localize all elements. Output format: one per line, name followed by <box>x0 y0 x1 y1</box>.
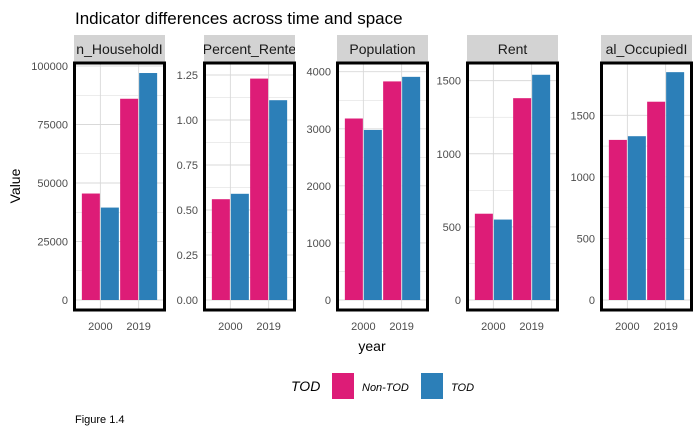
y-tick-label: 1000 <box>571 172 595 184</box>
y-tick-label: 1500 <box>437 76 461 88</box>
x-tick-label: 2000 <box>481 321 505 333</box>
bar-tod-2019 <box>402 76 421 300</box>
y-tick-label: 75000 <box>37 120 68 132</box>
y-tick-label: 0 <box>455 295 461 307</box>
bar-non-tod-2000 <box>211 199 230 300</box>
x-tick-label: 2019 <box>653 321 677 333</box>
bar-non-tod-2019 <box>250 78 269 300</box>
bar-non-tod-2019 <box>647 101 666 300</box>
y-tick-label: 0.50 <box>177 205 198 217</box>
bar-tod-2000 <box>230 193 249 300</box>
y-tick-label: 0 <box>62 295 68 307</box>
facet-strip-label: n_HouseholdI <box>76 41 162 57</box>
facet-strip <box>601 35 692 62</box>
bar-non-tod-2019 <box>120 98 139 300</box>
bar-tod-2000 <box>493 219 512 300</box>
x-tick-label: 2000 <box>218 321 242 333</box>
y-tick-label: 0 <box>589 295 595 307</box>
y-tick-label: 1500 <box>571 110 595 122</box>
y-tick-label: 3000 <box>307 124 331 136</box>
facet-1: Percent_Rente 0.00 0.25 0.50 0.75 1.00 1.25 200… <box>177 35 297 333</box>
facet-border <box>73 61 166 312</box>
bar-non-tod-2000 <box>608 139 627 300</box>
facet-border <box>600 61 693 312</box>
facet-3: Rent 0 500 1000 1500 2000 2019 <box>437 35 559 333</box>
facet-strip-label: Percent_Rente <box>203 41 297 57</box>
bar-non-tod-2000 <box>474 213 493 300</box>
y-tick-label: 1.00 <box>177 115 198 127</box>
legend-title: TOD <box>291 378 320 394</box>
figure-caption: Figure 1.4 <box>75 414 125 426</box>
bar-tod-2019 <box>269 100 288 300</box>
legend-label-tod: TOD <box>451 382 474 394</box>
y-tick-label: 100000 <box>31 61 68 73</box>
bar-tod-2019 <box>666 72 685 300</box>
chart-title: Indicator differences across time and sp… <box>75 9 403 28</box>
bar-tod-2000 <box>100 207 119 300</box>
x-tick-label: 2019 <box>519 321 543 333</box>
y-tick-label: 0.75 <box>177 160 198 172</box>
facet-2: Population 0 1000 2000 3000 4000 2000 2019 <box>307 35 429 333</box>
legend-label-non-tod: Non-TOD <box>362 382 409 394</box>
facet-border <box>336 61 429 312</box>
x-tick-label: 2019 <box>126 321 150 333</box>
y-tick-label: 25000 <box>37 237 68 249</box>
bar-non-tod-2000 <box>81 193 100 300</box>
x-tick-label: 2000 <box>351 321 375 333</box>
facet-border <box>466 61 559 312</box>
y-tick-label: 2000 <box>307 181 331 193</box>
facet-strip <box>337 35 428 62</box>
bar-tod-2000 <box>363 129 382 300</box>
legend: TOD Non-TOD TOD <box>291 373 474 399</box>
y-tick-label: 50000 <box>37 178 68 190</box>
facet-strip <box>204 35 295 62</box>
y-tick-label: 0.25 <box>177 250 198 262</box>
legend-key-tod <box>421 373 443 399</box>
y-axis-title: Value <box>7 168 23 203</box>
bar-tod-2019 <box>139 73 158 301</box>
legend-key-non-tod <box>332 373 354 399</box>
bar-non-tod-2019 <box>513 98 532 300</box>
x-axis-title: year <box>358 338 386 354</box>
facet-strip <box>467 35 558 62</box>
x-tick-label: 2000 <box>88 321 112 333</box>
y-tick-label: 4000 <box>307 67 331 79</box>
x-tick-label: 2019 <box>256 321 280 333</box>
bar-tod-2000 <box>627 136 646 300</box>
y-tick-label: 1000 <box>307 238 331 250</box>
facet-border <box>203 61 296 312</box>
y-tick-label: 500 <box>443 222 461 234</box>
facet-strip <box>74 35 165 62</box>
facet-strip-label: Population <box>349 41 415 57</box>
facet-strip-label: al_OccupiedI <box>606 41 688 57</box>
bar-tod-2019 <box>532 74 551 301</box>
bar-non-tod-2000 <box>344 118 363 300</box>
facet-0: n_HouseholdI 0 25000 50000 75000 100000 2000 20… <box>31 35 166 333</box>
facet-strip-label: Rent <box>498 41 528 57</box>
x-tick-label: 2000 <box>615 321 639 333</box>
y-tick-label: 1.25 <box>177 70 198 82</box>
y-tick-label: 0.00 <box>177 295 198 307</box>
y-tick-label: 500 <box>577 233 595 245</box>
bar-non-tod-2019 <box>383 81 402 300</box>
y-tick-label: 0 <box>325 295 331 307</box>
y-tick-label: 1000 <box>437 149 461 161</box>
x-tick-label: 2019 <box>389 321 413 333</box>
facet-4: al_OccupiedI 0 500 1000 1500 2000 2019 <box>571 35 693 333</box>
